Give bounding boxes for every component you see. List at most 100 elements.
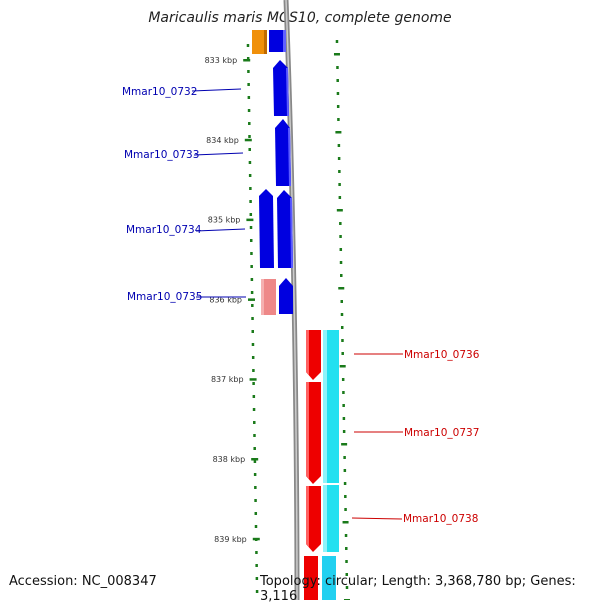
- ring-dot: [338, 170, 341, 173]
- ring-dot: [337, 118, 340, 121]
- ring-dot: [339, 222, 342, 225]
- ring-dot: [341, 443, 348, 446]
- gene-mmar10-0732: [273, 60, 289, 116]
- gene-mmar10-0733: [275, 119, 291, 186]
- ring-dot: [253, 434, 256, 437]
- ring-dot: [253, 447, 256, 450]
- gene-mmar10-0735: [279, 278, 293, 314]
- ring-dot: [249, 213, 253, 216]
- ring-dot: [338, 287, 345, 290]
- ring-dot: [345, 573, 349, 576]
- ring-dot: [345, 560, 348, 563]
- gene-cyan-bottom-partial: [322, 556, 336, 600]
- label-mmar10-0734[interactable]: Mmar10_0734: [126, 224, 202, 236]
- ring-dot: [335, 40, 339, 43]
- ring-dot: [252, 382, 255, 385]
- gene-mmar10-0737: [306, 382, 321, 484]
- leader-mmar10-0732: [191, 88, 242, 92]
- ring-dot: [254, 512, 258, 515]
- scale-tick-label: 834 kbp: [206, 136, 239, 145]
- map-title: Maricaulis maris MCS10, complete genome: [148, 10, 452, 26]
- ring-dot: [248, 161, 252, 164]
- ring-dot: [252, 408, 256, 411]
- ring-dot: [335, 131, 342, 134]
- ring-dot: [342, 430, 346, 433]
- ring-dot: [340, 313, 344, 316]
- leader-mmar10-0738: [351, 517, 403, 520]
- ring-dot: [337, 144, 341, 147]
- label-mmar10-0732[interactable]: Mmar10_0732: [122, 86, 197, 98]
- ring-dot: [253, 473, 257, 476]
- scale-tick: [247, 298, 255, 301]
- gene-mmar10-0737-shade: [306, 382, 309, 479]
- ring-dot: [341, 378, 345, 381]
- ring-dot: [340, 300, 343, 303]
- gene-pink-shade: [261, 279, 264, 315]
- ring-dot: [342, 521, 349, 524]
- gene-mmar10-0734-shade: [290, 198, 293, 268]
- ring-dot: [339, 235, 342, 238]
- ring-dot: [250, 252, 253, 255]
- gene-labels: Mmar10_0732 Mmar10_0733 Mmar10_0734 Mmar…: [122, 86, 480, 525]
- ring-dot: [250, 291, 254, 294]
- ring-dot: [246, 44, 250, 47]
- ring-dot: [343, 456, 346, 459]
- ring-dot: [246, 57, 250, 60]
- gene-mmar10-0738: [306, 486, 321, 552]
- leader-mmar10-0734: [195, 228, 246, 232]
- label-mmar10-0736[interactable]: Mmar10_0736: [404, 349, 480, 361]
- scale-tick: [244, 138, 252, 142]
- scale-tick-label: 835 kbp: [208, 216, 241, 225]
- label-mmar10-0735[interactable]: Mmar10_0735: [127, 291, 202, 303]
- gene-mmar10-0732-shade: [286, 68, 289, 116]
- ring-dot: [247, 96, 251, 99]
- ring-dot: [251, 356, 255, 359]
- ring-dot: [248, 122, 251, 125]
- ring-dot: [249, 200, 252, 203]
- gene-red-bottom-partial: [304, 556, 318, 600]
- gene-mmar10-0736: [306, 330, 321, 380]
- ring-dot: [255, 551, 258, 554]
- gene-pink: [261, 279, 276, 315]
- gene-mmar10-0734-b: [277, 190, 293, 268]
- scale-tick: [249, 378, 257, 381]
- ring-dot: [343, 469, 347, 472]
- gene-mmar10-0734-a: [259, 189, 274, 268]
- scale-tick: [243, 59, 251, 62]
- scale-tick: [246, 218, 254, 222]
- ring-dot: [247, 83, 250, 86]
- ring-dot: [248, 148, 251, 151]
- ring-dot: [337, 157, 341, 160]
- ring-dot: [251, 317, 254, 320]
- ring-dot: [336, 92, 340, 95]
- label-mmar10-0738[interactable]: Mmar10_0738: [403, 513, 478, 525]
- leader-mmar10-0733: [193, 152, 244, 156]
- scale-tick-label: 836 kbp: [209, 295, 242, 304]
- ring-dot: [247, 109, 251, 112]
- ring-dot: [342, 404, 345, 407]
- ring-dot: [255, 564, 258, 567]
- gene-mmar10-0733-shade: [288, 128, 291, 186]
- label-mmar10-0733[interactable]: Mmar10_0733: [124, 149, 199, 161]
- ring-dot: [340, 274, 343, 277]
- scale-tick: [252, 537, 260, 541]
- ring-dot: [341, 352, 344, 355]
- ring-dot: [340, 326, 344, 329]
- gene-orange-partial-shade: [264, 30, 267, 54]
- ring-dot: [251, 304, 254, 307]
- scale-tick-label: 838 kbp: [213, 455, 246, 464]
- ring-dot: [249, 187, 252, 190]
- ring-dot: [342, 391, 345, 394]
- label-mmar10-0737[interactable]: Mmar10_0737: [404, 427, 479, 439]
- ring-dot: [333, 53, 340, 56]
- ring-dot: [336, 66, 339, 69]
- ring-dot: [254, 499, 257, 502]
- accession-text: Accession: NC_008347: [9, 574, 157, 589]
- scale-ticks: 833 kbp 834 kbp 835 kbp 836 kbp 837 kbp 838 k…: [205, 56, 260, 544]
- ring-dot: [345, 547, 348, 550]
- label-leaders: [191, 88, 403, 520]
- outer-dotted-ring: [333, 40, 350, 600]
- ring-dot: [252, 395, 256, 398]
- genome-backbone-highlight: [285, 0, 298, 600]
